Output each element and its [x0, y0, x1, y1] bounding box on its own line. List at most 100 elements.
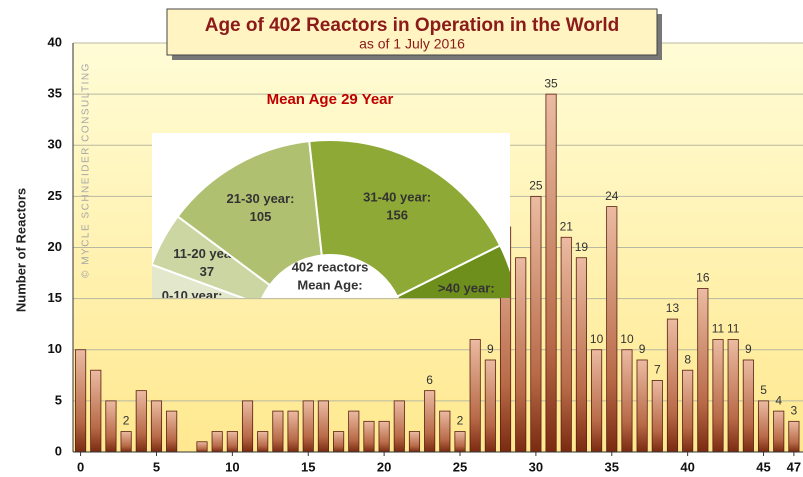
x-tick-label: 15 [301, 459, 315, 474]
bar [241, 400, 254, 453]
bar [484, 359, 496, 453]
chart-subtitle: as of 1 July 2016 [359, 36, 465, 52]
data-label: 19 [575, 240, 589, 254]
data-label: 13 [666, 301, 680, 315]
pie-label: >40 year: [438, 280, 495, 295]
x-tick-label: 30 [529, 459, 543, 474]
chart-title: Age of 402 Reactors in Operation in the … [205, 15, 620, 36]
bar [742, 359, 754, 453]
y-tick-label: 5 [55, 392, 62, 407]
x-tick-label: 5 [153, 459, 160, 474]
bar [712, 339, 724, 453]
x-tick-label: 0 [77, 459, 84, 474]
bar [226, 431, 238, 453]
data-label: 6 [426, 373, 433, 387]
pie-segment [395, 244, 510, 298]
data-label: 16 [696, 271, 710, 285]
bar [666, 318, 679, 453]
bar [90, 369, 102, 453]
y-tick-label: 0 [55, 443, 62, 458]
pie-segment [176, 140, 323, 287]
bar [302, 400, 314, 453]
bar [469, 339, 481, 453]
bar [560, 236, 572, 453]
y-tick-label: 30 [48, 137, 62, 152]
x-tick-label: 10 [225, 459, 239, 474]
data-label: 4 [775, 393, 782, 407]
data-label: 21 [560, 219, 574, 233]
y-tick-label: 25 [48, 188, 62, 203]
bar [393, 400, 405, 453]
data-label: 10 [620, 332, 634, 346]
bar [621, 349, 633, 453]
bar [272, 410, 284, 453]
bar [545, 93, 557, 453]
bar [150, 400, 163, 453]
bar [196, 441, 208, 453]
x-tick-label: 47 [787, 459, 801, 474]
bar [135, 390, 147, 453]
data-label: 35 [544, 76, 558, 90]
pie-label: 21-30 year: [226, 191, 294, 206]
bar [120, 431, 132, 453]
center-text: 402 reactors [292, 259, 369, 274]
data-label: 8 [684, 352, 691, 366]
pie-value: 37 [200, 264, 214, 279]
bar [408, 431, 421, 453]
bar [575, 257, 587, 453]
x-tick-label: 25 [453, 459, 467, 474]
bar [105, 400, 117, 453]
data-label: 9 [745, 342, 752, 356]
bar [287, 410, 299, 453]
bar [788, 420, 800, 453]
bar [757, 400, 770, 453]
pie-value: 105 [250, 209, 272, 224]
center-text: Mean Age: [297, 277, 362, 292]
data-label: 7 [654, 363, 661, 377]
y-tick-label: 10 [48, 341, 62, 356]
x-tick-label: 40 [680, 459, 694, 474]
bar [682, 369, 694, 453]
data-label: 10 [590, 332, 604, 346]
bar [378, 420, 390, 453]
data-label: 24 [605, 189, 619, 203]
bar [424, 390, 436, 453]
bar [651, 380, 663, 453]
data-label: 9 [639, 342, 646, 356]
bar [530, 195, 542, 453]
y-tick-label: 20 [48, 239, 62, 254]
bar [636, 359, 648, 453]
bar [515, 257, 527, 453]
y-tick-label: 35 [48, 86, 62, 101]
bar [363, 420, 375, 453]
bar [317, 400, 329, 453]
bar [606, 206, 618, 453]
data-label: 25 [529, 179, 543, 193]
bar [348, 410, 360, 453]
bar [591, 349, 603, 453]
pie-segment [308, 139, 502, 298]
data-label: 9 [487, 342, 494, 356]
data-label: 2 [123, 414, 130, 428]
bar [727, 339, 739, 453]
data-label: 3 [791, 403, 798, 417]
bar [697, 287, 709, 453]
bar [75, 349, 87, 453]
title-box [166, 8, 658, 56]
x-tick-label: 45 [756, 459, 770, 474]
data-label: 11 [727, 322, 740, 336]
bar [333, 431, 345, 453]
pie-segment [152, 263, 246, 298]
annotation: Mean Age 29 Year [267, 91, 394, 108]
bar [211, 431, 223, 453]
y-tick-label: 40 [48, 34, 62, 49]
y-axis-label: Number of Reactors [13, 188, 28, 312]
data-label: 5 [760, 383, 767, 397]
y-tick-label: 15 [48, 290, 62, 305]
x-tick-label: 35 [605, 459, 619, 474]
pie-label: 31-40 year: [363, 190, 431, 205]
data-label: 2 [457, 414, 464, 428]
pie-value: 156 [386, 208, 408, 223]
